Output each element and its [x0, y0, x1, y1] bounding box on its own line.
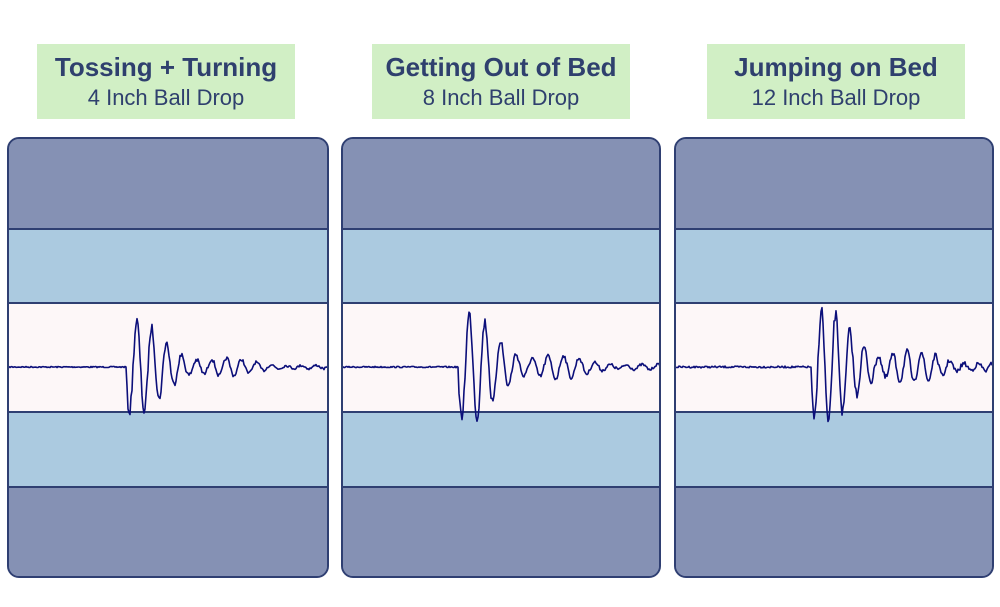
panel-3-vibration-wave [676, 306, 992, 423]
mattress-base-layer [9, 488, 327, 576]
mattress-base-layer [343, 488, 659, 576]
panel-3-subtitle: 12 Inch Ball Drop [751, 84, 921, 110]
mattress-lower-foam-layer [9, 413, 327, 488]
panel-3-label: Jumping on Bed 12 Inch Ball Drop [707, 44, 965, 119]
mattress-lower-foam-layer [343, 413, 659, 488]
panel-1-title: Tossing + Turning [54, 51, 278, 82]
panel-2-vibration-wave [343, 311, 659, 423]
mattress-upper-foam-layer [676, 230, 992, 304]
mattress-core-layer [9, 304, 327, 413]
panel-2-title: Getting Out of Bed [385, 51, 617, 82]
panel-1-vibration-wave [9, 317, 327, 416]
panel-3-mattress [674, 137, 994, 578]
panel-2-subtitle: 8 Inch Ball Drop [422, 84, 580, 110]
panel-2-mattress [341, 137, 661, 578]
mattress-upper-foam-layer [343, 230, 659, 304]
mattress-lower-foam-layer [676, 413, 992, 488]
mattress-top-layer [676, 139, 992, 230]
panel-1-subtitle: 4 Inch Ball Drop [87, 84, 245, 110]
mattress-core-layer [343, 304, 659, 413]
panel-3-title: Jumping on Bed [734, 51, 938, 82]
panel-1-label: Tossing + Turning 4 Inch Ball Drop [37, 44, 295, 119]
panel-2-label: Getting Out of Bed 8 Inch Ball Drop [372, 44, 630, 119]
panel-1-mattress [7, 137, 329, 578]
mattress-upper-foam-layer [9, 230, 327, 304]
mattress-top-layer [9, 139, 327, 230]
mattress-top-layer [343, 139, 659, 230]
mattress-base-layer [676, 488, 992, 576]
